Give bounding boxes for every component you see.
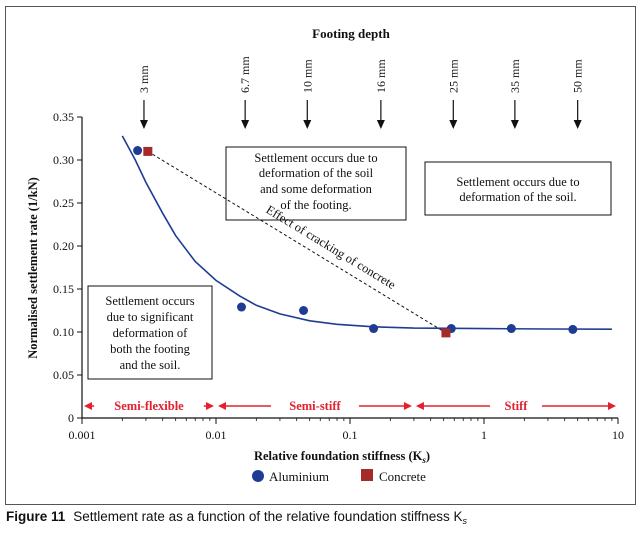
x-ticks: 0.001 0.01 0.1 1 10 [69, 418, 624, 442]
footing-depth-label: 3 mm [137, 65, 151, 93]
footing-depth-arrow-head [449, 120, 458, 129]
x-tick-label: 0.001 [69, 428, 96, 442]
footing-depth-label: 16 mm [374, 59, 388, 93]
x-axis-label: Relative foundation stiffness (Ks) [254, 449, 430, 465]
legend-concrete-label: Concrete [379, 469, 426, 484]
annotation-line: Settlement occurs [105, 294, 194, 308]
trend-curve-layer [121, 135, 612, 330]
annotation-soil-only: Settlement occurs due to deformation of … [424, 161, 612, 216]
footing-depth-arrow-head [139, 120, 148, 129]
footing-depth-arrow-head [241, 120, 250, 129]
footing-depth-arrow-head [376, 120, 385, 129]
legend-aluminium-label: Aluminium [269, 469, 329, 484]
legend-aluminium-marker [252, 470, 264, 482]
y-tick-label: 0.25 [53, 196, 74, 210]
annotation-line: and some deformation [260, 182, 373, 196]
footing-depth-markers: 3 mm 6.7 mm 10 mm 16 mm 25 mm 35 mm 50 mm [137, 56, 585, 129]
y-tick-label: 0.05 [53, 368, 74, 382]
annotation-line: both the footing [110, 342, 191, 356]
trend-curve [121, 135, 612, 330]
y-tick-label: 0.10 [53, 325, 74, 339]
concrete-point [441, 328, 451, 338]
y-ticks: 0 0.05 0.10 0.15 0.20 0.25 0.30 0.35 [53, 110, 82, 425]
footing-depth-label: 6.7 mm [238, 56, 252, 93]
region-label: Semi-stiff [289, 399, 341, 413]
aluminium-point [568, 324, 578, 334]
figure-caption: Figure 11 Settlement rate as a function o… [6, 509, 636, 526]
aluminium-point [506, 324, 516, 334]
x-axis-label-close: ) [426, 449, 430, 463]
figure-frame [5, 6, 636, 505]
concrete-point [143, 146, 153, 156]
chart: Footing depth 00.050.100.150.200.250.300… [26, 26, 624, 484]
aluminium-point [299, 306, 309, 315]
x-axis-label-sub: s [421, 455, 426, 465]
x-axis-label-main: Relative foundation stiffness (K [254, 449, 423, 463]
annotation-box [87, 285, 213, 380]
y-tick-label: 0 [68, 411, 74, 425]
x-tick-label: 1 [481, 428, 487, 442]
annotation-line: due to significant [107, 310, 194, 324]
x-tick-label: 0.01 [206, 428, 227, 442]
annotation-soil-and-footing: Settlement occurs due to deformation of … [225, 146, 407, 221]
annotation-line: and the soil. [120, 358, 181, 372]
aluminium-point [133, 146, 143, 156]
annotation-line: deformation of the soil. [459, 190, 576, 204]
region-arrow-head [415, 402, 424, 410]
aluminium-point [237, 302, 247, 312]
data-points-layer [133, 146, 578, 338]
caption-subscript: s [462, 516, 468, 526]
y-axis-label: Normalised settlement rate (1/kN) [26, 177, 40, 359]
region-arrow-head [218, 402, 226, 410]
annotation-box [424, 161, 612, 216]
footing-depth-label: 10 mm [300, 59, 314, 93]
footing-depth-label: 35 mm [508, 59, 522, 93]
region-arrow-head [84, 402, 92, 410]
y-tick-label: 0.15 [53, 282, 74, 296]
annotation-line: deformation of the soil [259, 166, 374, 180]
annotation-line: deformation of [113, 326, 188, 340]
annotation-box [225, 146, 407, 221]
region-label: Stiff [505, 399, 529, 413]
y-tick-label: 0.30 [53, 153, 74, 167]
legend: Aluminium Concrete [252, 469, 426, 484]
caption-figure-label: Figure 11 [6, 509, 66, 524]
y-tick-label: 0.20 [53, 239, 74, 253]
footing-depth-label: 50 mm [571, 59, 585, 93]
aluminium-point [369, 324, 379, 334]
annotation-line: Settlement occurs due to [254, 151, 377, 165]
annotation-line: of the footing. [280, 198, 351, 212]
x-tick-label: 0.1 [343, 428, 358, 442]
stiffness-regions: Semi-flexible Semi-stiff Stiff [84, 399, 616, 413]
region-arrow-head [608, 402, 616, 410]
annotation-significant: Settlement occurs due to significant def… [87, 285, 213, 380]
annotation-line: Settlement occurs due to [456, 175, 579, 189]
footing-depth-arrow-head [510, 120, 519, 129]
y-tick-label: 0.35 [53, 110, 74, 124]
x-tick-label: 10 [612, 428, 624, 442]
legend-concrete-marker [361, 469, 373, 481]
region-arrow-head [206, 402, 214, 410]
chart-title: Footing depth [312, 26, 390, 41]
footing-depth-arrow-head [303, 120, 312, 129]
region-arrow-head [403, 402, 412, 410]
caption-text: Settlement rate as a function of the rel… [73, 509, 463, 524]
footing-depth-label: 25 mm [446, 59, 460, 93]
footing-depth-arrow-head [573, 120, 582, 129]
region-label: Semi-flexible [114, 399, 184, 413]
